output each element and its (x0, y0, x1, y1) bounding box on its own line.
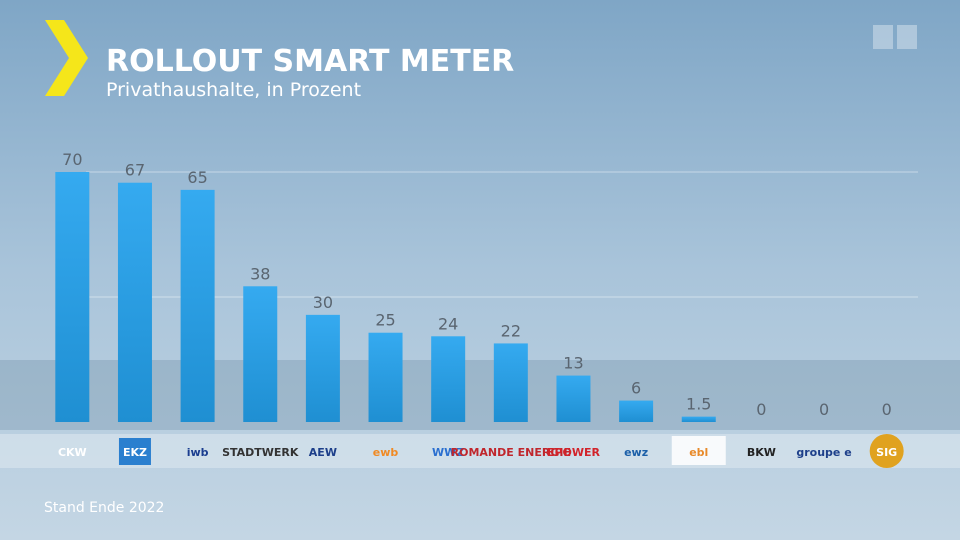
bar (55, 172, 90, 422)
category-label: STADTWERK (222, 446, 299, 459)
bar (180, 189, 215, 422)
value-label: 70 (62, 150, 82, 169)
tree-line (0, 360, 960, 430)
category-label: CKW (58, 446, 87, 459)
value-label: 25 (375, 311, 395, 330)
chevron (45, 20, 88, 96)
logo-circle (869, 434, 904, 468)
value-label: 0 (882, 400, 892, 419)
bar (619, 400, 654, 422)
bar (305, 314, 340, 422)
subtitle: Privathaushalte, in Prozent (106, 79, 361, 101)
value-label: 0 (819, 400, 829, 419)
value-label: 13 (563, 354, 583, 373)
category-label: AEW (309, 446, 337, 459)
bar (243, 286, 278, 422)
value-label: 30 (313, 293, 333, 312)
category-label: EKZ (123, 446, 147, 459)
category-label: BKW (747, 446, 776, 459)
bar (368, 332, 403, 422)
footnote: Stand Ende 2022 (44, 500, 164, 516)
title: ROLLOUT SMART METER (106, 44, 514, 79)
category-label: EPOWER (547, 446, 601, 459)
value-label: 22 (501, 321, 521, 340)
category-label: iwb (187, 446, 209, 459)
value-label: 1.5 (686, 395, 711, 414)
bar (556, 375, 591, 422)
value-label: 6 (631, 379, 641, 398)
value-label: 24 (438, 314, 458, 333)
category-label: ROMANDE ENERGIE (451, 446, 571, 459)
category-label: WWZ (432, 446, 464, 459)
category-label: ewb (373, 446, 399, 459)
value-label: 67 (125, 161, 145, 180)
value-label: 0 (756, 400, 766, 419)
bar (431, 336, 466, 422)
category-label: SIG (876, 446, 897, 459)
category-label: ebl (689, 446, 708, 459)
value-label: 65 (187, 168, 207, 187)
bar (117, 182, 152, 422)
bar (493, 343, 528, 422)
logo-box (671, 436, 726, 465)
category-label: groupe e (796, 446, 851, 459)
broadcaster-logo (873, 25, 893, 49)
broadcaster-logo (897, 25, 917, 49)
logo-band (0, 434, 960, 468)
logo-box (118, 438, 151, 465)
category-label: ewz (624, 446, 648, 459)
value-label: 38 (250, 264, 270, 283)
bar (681, 416, 716, 422)
